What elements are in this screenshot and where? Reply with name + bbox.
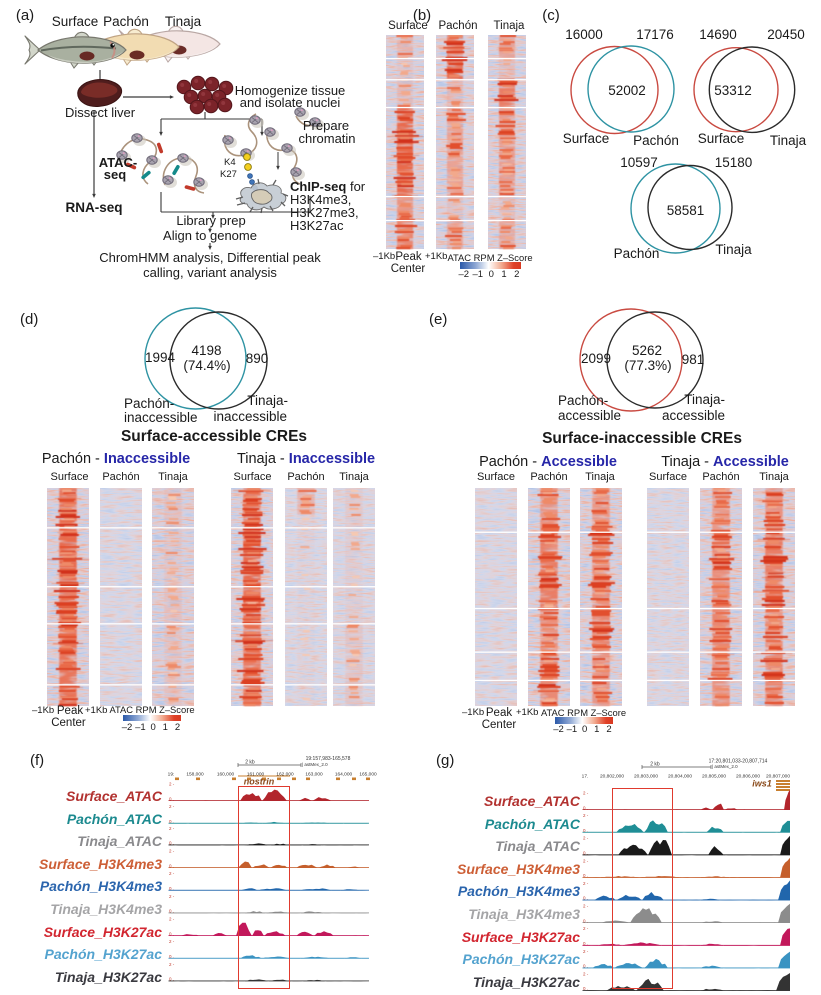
svg-text:0 .: 0 . [583, 964, 588, 969]
svg-text:2 kb: 2 kb [650, 762, 660, 768]
svg-text:165,000: 165,000 [359, 771, 377, 777]
svg-text:2 -: 2 - [169, 849, 175, 854]
svg-text:2 -: 2 - [169, 939, 175, 944]
svg-text:20,802,000: 20,802,000 [600, 773, 624, 779]
svg-text:163,000: 163,000 [305, 771, 323, 777]
svg-text:0 .: 0 . [169, 954, 174, 959]
svg-text:20,806,000: 20,806,000 [736, 773, 760, 779]
svg-text:17:20,801,033-20,807,714: 17:20,801,033-20,807,714 [709, 759, 768, 765]
svg-text:nostrin: nostrin [244, 777, 275, 787]
svg-text:0 .: 0 . [169, 909, 174, 914]
svg-text:2 -: 2 - [583, 881, 589, 886]
svg-text:2 -: 2 - [583, 836, 589, 841]
svg-text:0 .: 0 . [583, 918, 588, 923]
svg-text:162,000: 162,000 [276, 771, 294, 777]
svg-text:0 .: 0 . [583, 828, 588, 833]
svg-text:19:: 19: [168, 771, 175, 777]
svg-text:0 .: 0 . [583, 896, 588, 901]
svg-text:0 .: 0 . [583, 986, 588, 991]
svg-text:0 .: 0 . [169, 863, 174, 868]
svg-text:19:157,983-165,578: 19:157,983-165,578 [306, 756, 351, 762]
svg-text:20,804,000: 20,804,000 [668, 773, 692, 779]
svg-text:160,000: 160,000 [217, 771, 235, 777]
svg-text:17.: 17. [582, 773, 589, 779]
svg-text:2 -: 2 - [169, 826, 175, 831]
svg-text:2 -: 2 - [583, 791, 589, 796]
svg-text:2 kb: 2 kb [245, 760, 255, 766]
svg-text:iws1: iws1 [752, 779, 772, 789]
svg-text:0 .: 0 . [169, 886, 174, 891]
svg-text:| astMex_2.0: | astMex_2.0 [302, 762, 328, 767]
svg-text:2 -: 2 - [583, 858, 589, 863]
svg-text:0 .: 0 . [169, 931, 174, 936]
svg-text:0 .: 0 . [169, 796, 174, 801]
svg-text:2 -: 2 - [169, 962, 175, 967]
svg-text:0 .: 0 . [583, 851, 588, 856]
svg-text:0 .: 0 . [583, 805, 588, 810]
svg-text:2 -: 2 - [169, 894, 175, 899]
svg-text:20,807,000: 20,807,000 [766, 773, 790, 779]
svg-text:2 -: 2 - [169, 804, 175, 809]
svg-text:2 -: 2 - [583, 926, 589, 931]
svg-text:20,803,000: 20,803,000 [634, 773, 658, 779]
svg-text:2 -: 2 - [583, 949, 589, 954]
svg-text:0 .: 0 . [583, 941, 588, 946]
svg-text:2 -: 2 - [169, 871, 175, 876]
svg-text:164,000: 164,000 [335, 771, 353, 777]
svg-text:2 -: 2 - [583, 904, 589, 909]
svg-text:2 -: 2 - [169, 782, 175, 787]
svg-text:2 -: 2 - [169, 917, 175, 922]
svg-text:0 .: 0 . [169, 819, 174, 824]
svg-text:| astMex_2.0: | astMex_2.0 [712, 764, 738, 769]
svg-text:158,000: 158,000 [186, 771, 204, 777]
svg-text:0 .: 0 . [169, 841, 174, 846]
svg-text:2 -: 2 - [583, 971, 589, 976]
svg-text:0 .: 0 . [169, 977, 174, 982]
svg-text:20,805,000: 20,805,000 [702, 773, 726, 779]
svg-text:0 .: 0 . [583, 873, 588, 878]
svg-text:2 -: 2 - [583, 813, 589, 818]
svg-text:161,000: 161,000 [247, 771, 265, 777]
